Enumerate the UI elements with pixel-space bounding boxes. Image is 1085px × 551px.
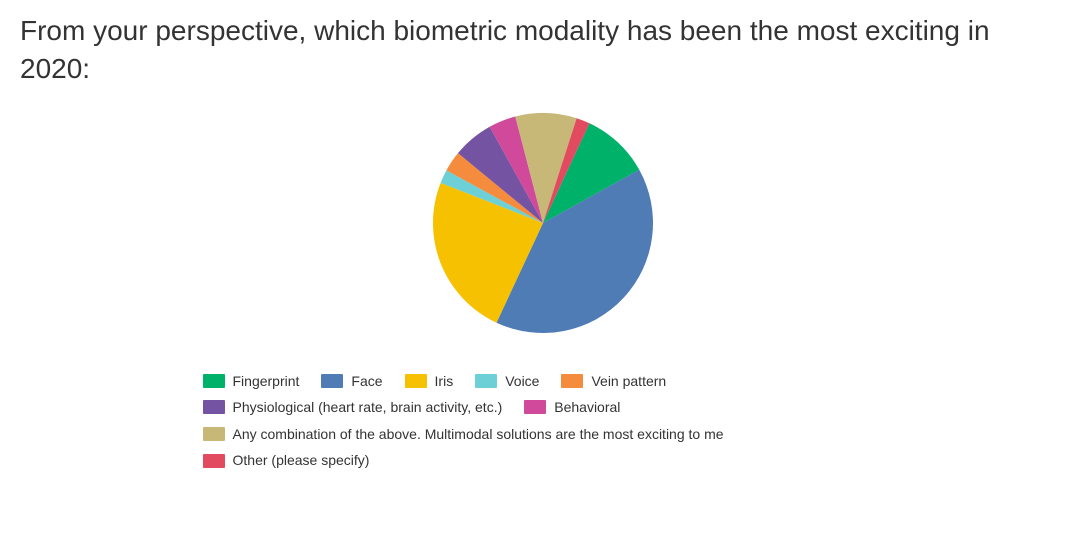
legend-label: Voice bbox=[505, 368, 539, 395]
legend-label: Vein pattern bbox=[591, 368, 666, 395]
legend: Fingerprint Face Iris Voice Vein pattern Phys… bbox=[203, 368, 883, 474]
pie-chart-area bbox=[20, 108, 1065, 338]
legend-swatch bbox=[203, 400, 225, 414]
legend-swatch bbox=[524, 400, 546, 414]
legend-swatch bbox=[321, 374, 343, 388]
legend-label: Physiological (heart rate, brain activit… bbox=[233, 394, 503, 421]
legend-label: Iris bbox=[435, 368, 454, 395]
legend-swatch bbox=[561, 374, 583, 388]
legend-row: Fingerprint Face Iris Voice Vein pattern bbox=[203, 368, 883, 395]
legend-label: Face bbox=[351, 368, 382, 395]
pie-chart bbox=[428, 108, 658, 338]
legend-row: Other (please specify) bbox=[203, 447, 883, 474]
legend-row: Physiological (heart rate, brain activit… bbox=[203, 394, 883, 421]
legend-swatch bbox=[203, 374, 225, 388]
chart-container: From your perspective, which biometric m… bbox=[0, 0, 1085, 484]
legend-swatch bbox=[203, 427, 225, 441]
legend-label: Behavioral bbox=[554, 394, 620, 421]
legend-swatch bbox=[203, 454, 225, 468]
legend-item: Other (please specify) bbox=[203, 447, 370, 474]
legend-item: Face bbox=[321, 368, 382, 395]
chart-title: From your perspective, which biometric m… bbox=[20, 12, 1065, 88]
legend-swatch bbox=[475, 374, 497, 388]
legend-item: Voice bbox=[475, 368, 539, 395]
legend-item: Vein pattern bbox=[561, 368, 666, 395]
legend-item: Physiological (heart rate, brain activit… bbox=[203, 394, 503, 421]
legend-item: Any combination of the above. Multimodal… bbox=[203, 421, 724, 448]
legend-label: Fingerprint bbox=[233, 368, 300, 395]
legend-label: Any combination of the above. Multimodal… bbox=[233, 421, 724, 448]
legend-item: Fingerprint bbox=[203, 368, 300, 395]
legend-row: Any combination of the above. Multimodal… bbox=[203, 421, 883, 448]
legend-item: Behavioral bbox=[524, 394, 620, 421]
legend-item: Iris bbox=[405, 368, 454, 395]
legend-swatch bbox=[405, 374, 427, 388]
legend-label: Other (please specify) bbox=[233, 447, 370, 474]
